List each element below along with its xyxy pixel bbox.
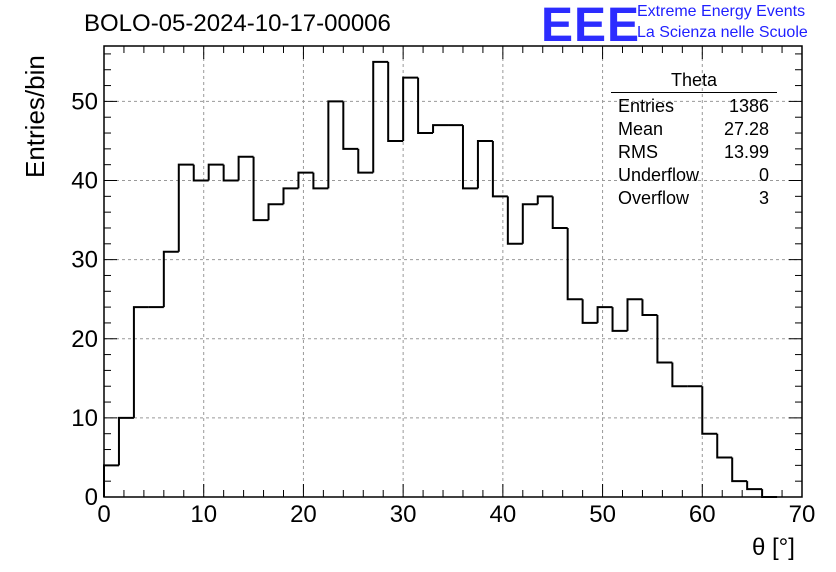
stats-row-rms: RMS 13.99 <box>611 141 777 164</box>
histogram-bin <box>476 139 493 189</box>
histogram-bin <box>536 195 553 205</box>
x-tick-label: 20 <box>290 501 317 528</box>
histogram-bin <box>432 124 449 134</box>
stats-title: Theta <box>611 70 777 93</box>
histogram-bin <box>222 164 239 182</box>
logo-caption-line2: La Scienza nelle Scuole <box>637 24 808 41</box>
histogram-bin <box>162 250 179 308</box>
stats-label: Mean <box>618 119 664 139</box>
x-tick-label: 40 <box>490 501 517 528</box>
x-tick-label: 70 <box>789 501 816 528</box>
histogram-bin <box>312 172 329 190</box>
histogram-bin <box>192 164 209 182</box>
histogram-bin <box>207 163 224 181</box>
plot-frame <box>103 45 803 498</box>
logo-caption-line1: Extreme Energy Events <box>637 3 806 20</box>
eee-logo: EEE <box>541 0 641 52</box>
stats-value: 13.99 <box>723 142 769 162</box>
histogram-bin <box>327 100 344 189</box>
histogram-bin <box>611 307 628 332</box>
stats-value: 3 <box>758 188 769 208</box>
y-axis-label: Entries/bin <box>20 55 50 178</box>
histogram-bin <box>521 203 538 244</box>
y-tick-label: 50 <box>71 88 98 115</box>
histogram-bin <box>297 171 314 189</box>
histogram-bin <box>117 416 134 466</box>
stats-row-entries: Entries 1386 <box>611 95 777 118</box>
histogram-bin <box>357 148 374 174</box>
chart-title: BOLO-05-2024-10-17-00006 <box>84 10 391 37</box>
histogram-bin <box>626 298 643 331</box>
y-tick-label: 10 <box>71 405 98 432</box>
histogram-bin <box>716 433 733 459</box>
x-tick-label: 10 <box>190 501 217 528</box>
histogram-bin <box>267 203 284 221</box>
histogram-bin <box>461 125 478 190</box>
stats-value: 0 <box>758 165 769 185</box>
histogram-bin <box>402 76 419 141</box>
histogram-bin <box>342 101 359 150</box>
histogram-bin <box>641 299 658 317</box>
stats-label: Underflow <box>618 165 700 185</box>
histogram-bin <box>491 140 508 198</box>
histogram-bin <box>372 60 389 173</box>
histogram-bin <box>237 155 254 181</box>
histogram-bin <box>551 196 568 229</box>
histogram-bin <box>761 489 778 498</box>
stats-value: 1386 <box>728 96 769 116</box>
y-tick-label: 20 <box>71 326 98 353</box>
histogram-bin <box>671 362 688 388</box>
histogram-bin <box>701 386 718 435</box>
stats-row-mean: Mean 27.28 <box>611 118 777 141</box>
histogram-bin <box>417 77 434 135</box>
x-tick-label: 0 <box>97 501 110 528</box>
histogram-bin <box>252 156 269 222</box>
stats-label: Entries <box>618 96 675 116</box>
histogram-bin <box>132 306 149 418</box>
stats-row-underflow: Underflow 0 <box>611 164 777 187</box>
x-axis-label: θ [°] <box>752 534 795 561</box>
x-tick-label: 50 <box>589 501 616 528</box>
histogram-bin <box>581 299 598 324</box>
histogram-bin <box>506 196 523 245</box>
histogram-bin <box>746 481 763 491</box>
x-tick-label: 30 <box>390 501 417 528</box>
histogram-bin <box>282 187 299 205</box>
histogram-bin <box>387 61 404 142</box>
y-tick-label: 40 <box>71 168 98 195</box>
histogram-bin <box>656 315 673 364</box>
histogram-bin <box>596 306 613 323</box>
stats-value: 27.28 <box>723 119 769 139</box>
histogram-bin <box>566 227 583 301</box>
stats-box: Theta Entries 1386 Mean 27.28 RMS 13.99 … <box>611 70 777 210</box>
stats-label: Overflow <box>618 188 690 208</box>
x-tick-label: 60 <box>689 501 716 528</box>
histogram-bin <box>731 457 748 483</box>
stats-row-overflow: Overflow 3 <box>611 187 777 210</box>
y-tick-label: 0 <box>85 484 98 511</box>
stats-label: RMS <box>618 142 658 162</box>
y-tick-label: 30 <box>71 247 98 274</box>
histogram-bin <box>177 163 194 252</box>
